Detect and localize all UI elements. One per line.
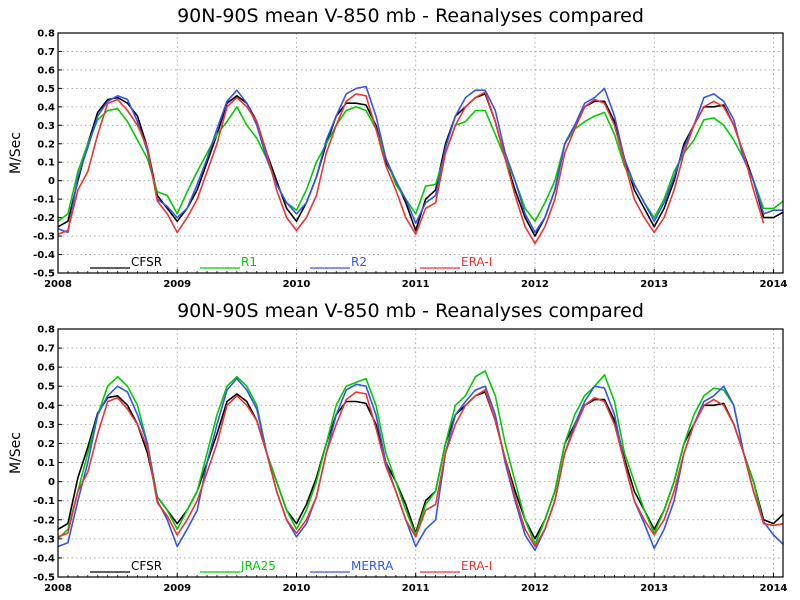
x-tick-label: 2009 [163,583,191,594]
y-axis-label: M/Sec [8,132,24,174]
x-tick-label: 2014 [760,583,788,594]
x-tick-label: 2008 [44,279,72,290]
x-tick-label: 2011 [402,583,430,594]
y-tick-label: 0.4 [37,102,55,113]
legend-label: MERRA [351,559,394,573]
x-tick-label: 2012 [521,279,549,290]
y-tick-label: 0 [48,176,55,187]
x-tick-label: 2011 [402,279,430,290]
y-tick-label: 0.6 [37,363,55,374]
chart-panel-bottom: 90N-90S mean V-850 mb - Reanalyses compa… [8,300,787,594]
series-line-era-i [57,91,765,245]
y-tick-label: -0.5 [33,573,55,584]
y-tick-label: 0.3 [37,121,55,132]
chart-title: 90N-90S mean V-850 mb - Reanalyses compa… [177,5,644,27]
y-tick-label: -0.2 [33,213,55,224]
y-tick-label: -0.3 [33,232,55,243]
y-tick-label: -0.1 [33,195,55,206]
y-tick-label: 0.5 [37,84,55,95]
series-line-r2 [57,85,784,234]
series-line-era-i [57,389,784,548]
plot-frame [57,32,784,274]
y-tick-label: 0.3 [37,420,55,431]
y-tick-label: -0.3 [33,534,55,545]
chart-panel-top: 90N-90S mean V-850 mb - Reanalyses compa… [8,5,787,290]
plot-frame [57,328,784,578]
y-tick-label: 0.1 [37,458,55,469]
legend-label: ERA-I [461,559,492,573]
series-line-cfsr [57,93,784,237]
x-tick-label: 2012 [521,583,549,594]
legend-label: CFSR [131,255,162,269]
y-tick-label: -0.2 [33,515,55,526]
legend-label: CFSR [131,559,162,573]
series-line-merra [57,377,784,552]
y-tick-label: 0.7 [37,47,55,58]
y-tick-label: -0.1 [33,496,55,507]
y-tick-label: 0.7 [37,344,55,355]
y-tick-label: 0.1 [37,158,55,169]
y-tick-label: -0.4 [33,553,55,564]
y-tick-label: 0.2 [37,439,55,450]
y-tick-label: 0.8 [37,325,55,336]
legend-label: JRA25 [240,559,276,573]
x-tick-label: 2010 [283,583,311,594]
series-line-jra25 [57,370,784,546]
x-tick-label: 2008 [44,583,72,594]
y-tick-label: 0.4 [37,401,55,412]
x-tick-label: 2010 [283,279,311,290]
legend-label: R2 [351,255,367,269]
y-tick-label: 0.6 [37,65,55,76]
legend-label: ERA-I [461,255,492,269]
x-tick-label: 2009 [163,279,191,290]
x-tick-label: 2013 [640,279,668,290]
chart-title: 90N-90S mean V-850 mb - Reanalyses compa… [177,300,644,322]
y-axis-label: M/Sec [8,432,24,474]
series-line-r1 [57,106,784,223]
y-tick-label: 0 [48,477,55,488]
y-tick-label: 0.8 [37,29,55,40]
x-tick-label: 2013 [640,583,668,594]
y-tick-label: 0.2 [37,139,55,150]
y-tick-label: -0.5 [33,269,55,280]
x-tick-label: 2014 [760,279,788,290]
legend-label: R1 [241,255,257,269]
y-tick-label: 0.5 [37,382,55,393]
y-tick-label: -0.4 [33,250,55,261]
